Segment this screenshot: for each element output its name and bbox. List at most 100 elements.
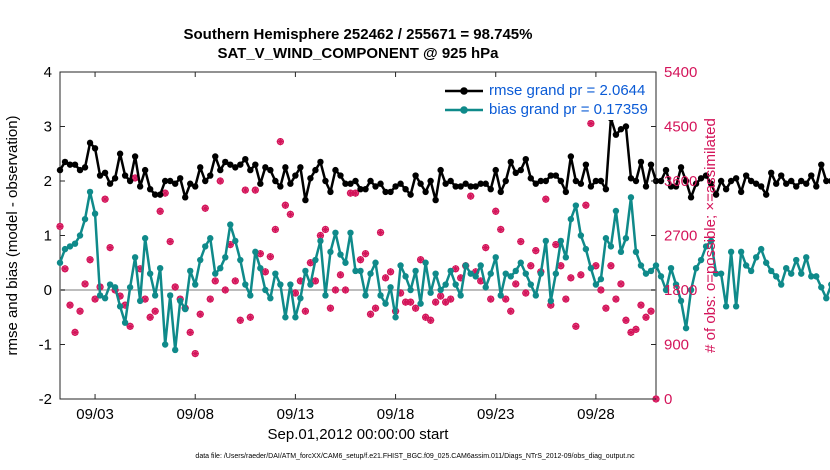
rmse-point: [742, 172, 750, 179]
bias-point: [517, 259, 524, 266]
bias-point: [727, 248, 735, 256]
bias-point: [617, 248, 625, 256]
bias-point: [192, 281, 199, 288]
obs-assimilated-stroke: [377, 229, 384, 236]
obs-assimilated-stroke: [302, 308, 309, 315]
rmse-point: [357, 185, 364, 193]
obs-assimilated-stroke: [222, 287, 229, 293]
bias-point: [222, 254, 229, 261]
rmse-point: [783, 180, 790, 187]
rmse-point: [257, 180, 264, 187]
bias-point: [156, 265, 164, 272]
bias-point: [392, 314, 399, 321]
rmse-point: [197, 164, 204, 171]
obs-assimilated-stroke: [142, 296, 149, 303]
rmse-point: [562, 188, 570, 196]
obs-assimilated-stroke: [282, 202, 289, 209]
rmse-point: [788, 177, 795, 185]
bias-point: [187, 267, 194, 275]
bias-point: [171, 346, 179, 354]
bias-point: [622, 235, 630, 242]
obs-assimilated-stroke: [107, 244, 114, 251]
bias-point: [217, 265, 224, 272]
obs-assimilated-stroke: [327, 305, 334, 312]
obs-assimilated-marker: [527, 262, 535, 270]
obs-assimilated-marker: [361, 250, 370, 258]
bias-point: [136, 297, 144, 305]
obs-assimilated-marker: [572, 322, 580, 330]
obs-assimilated-stroke: [387, 268, 394, 275]
y-right-tick-label: 5400: [664, 64, 697, 81]
bias-point: [672, 281, 680, 288]
bias-point: [757, 245, 765, 253]
rmse-point: [793, 183, 800, 190]
data-file-footer: data file: /Users/raeder/DAI/ATM_forcXX/…: [195, 453, 635, 460]
bias-point: [277, 281, 284, 288]
rmse-point: [156, 191, 164, 198]
obs-assimilated-stroke: [162, 190, 169, 197]
rmse-point: [101, 169, 109, 177]
y-right-tick-label: 900: [664, 337, 689, 354]
bias-point: [712, 270, 720, 277]
obs-assimilated-marker: [647, 307, 655, 315]
bias-point: [116, 303, 124, 310]
bias-point: [552, 270, 560, 277]
rmse-point: [121, 172, 129, 179]
obs-assimilated-stroke: [517, 238, 524, 245]
bias-point: [677, 297, 685, 305]
rmse-point: [587, 183, 595, 190]
obs-assimilated-marker: [316, 231, 325, 240]
rmse-point: [287, 180, 294, 187]
obs-assimilated-stroke: [577, 271, 584, 278]
bias-point: [587, 265, 595, 272]
x-tick-label: 09/08: [176, 406, 214, 423]
obs-assimilated-stroke: [352, 190, 359, 197]
rmse-point: [237, 161, 244, 168]
rmse-point: [727, 177, 735, 185]
bias-point: [562, 254, 570, 261]
rmse-point: [552, 172, 560, 179]
obs-assimilated-stroke: [497, 226, 504, 233]
y-right-tick-label: 1800: [664, 282, 697, 299]
obs-assimilated-stroke: [172, 283, 179, 290]
obs-assimilated-stroke: [297, 277, 304, 284]
rmse-point: [347, 180, 354, 187]
obs-assimilated-stroke: [437, 293, 444, 300]
rmse-point: [472, 183, 479, 190]
rmse-point: [322, 177, 329, 185]
obs-assimilated-stroke: [87, 256, 94, 263]
obs-assimilated-marker: [502, 295, 510, 303]
rmse-point: [262, 164, 269, 171]
bias-point: [71, 240, 79, 247]
rmse-point: [382, 188, 389, 196]
obs-assimilated-stroke: [167, 238, 174, 245]
rmse-point: [222, 158, 229, 166]
y-right-tick-label: 0: [664, 391, 672, 408]
y-right-tick-label: 3600: [664, 173, 697, 190]
obs-assimilated-stroke: [467, 193, 474, 200]
bias-point: [227, 221, 234, 228]
obs-assimilated-stroke: [617, 280, 624, 287]
rmse-point: [412, 172, 419, 179]
rmse-point: [377, 180, 384, 187]
rmse-point: [627, 175, 635, 182]
rmse-point: [442, 180, 449, 187]
y-left-tick-label: -1: [39, 337, 52, 354]
obs-assimilated-stroke: [212, 277, 219, 284]
bias-point: [377, 292, 384, 299]
obs-assimilated-marker: [376, 228, 385, 237]
obs-assimilated-marker: [166, 237, 174, 246]
obs-assimilated-stroke: [237, 317, 244, 324]
bias-point: [141, 235, 149, 242]
bias-point: [652, 262, 660, 269]
obs-assimilated-marker: [206, 295, 214, 303]
obs-assimilated-stroke: [312, 277, 319, 284]
obs-assimilated-marker: [256, 250, 264, 258]
bias-point: [808, 273, 815, 280]
obs-assimilated-stroke: [57, 223, 63, 230]
bias-point: [487, 270, 494, 277]
bias-point: [81, 215, 89, 223]
obs-assimilated-stroke: [257, 250, 264, 257]
rmse-point: [151, 191, 159, 198]
rmse-point: [166, 177, 174, 185]
